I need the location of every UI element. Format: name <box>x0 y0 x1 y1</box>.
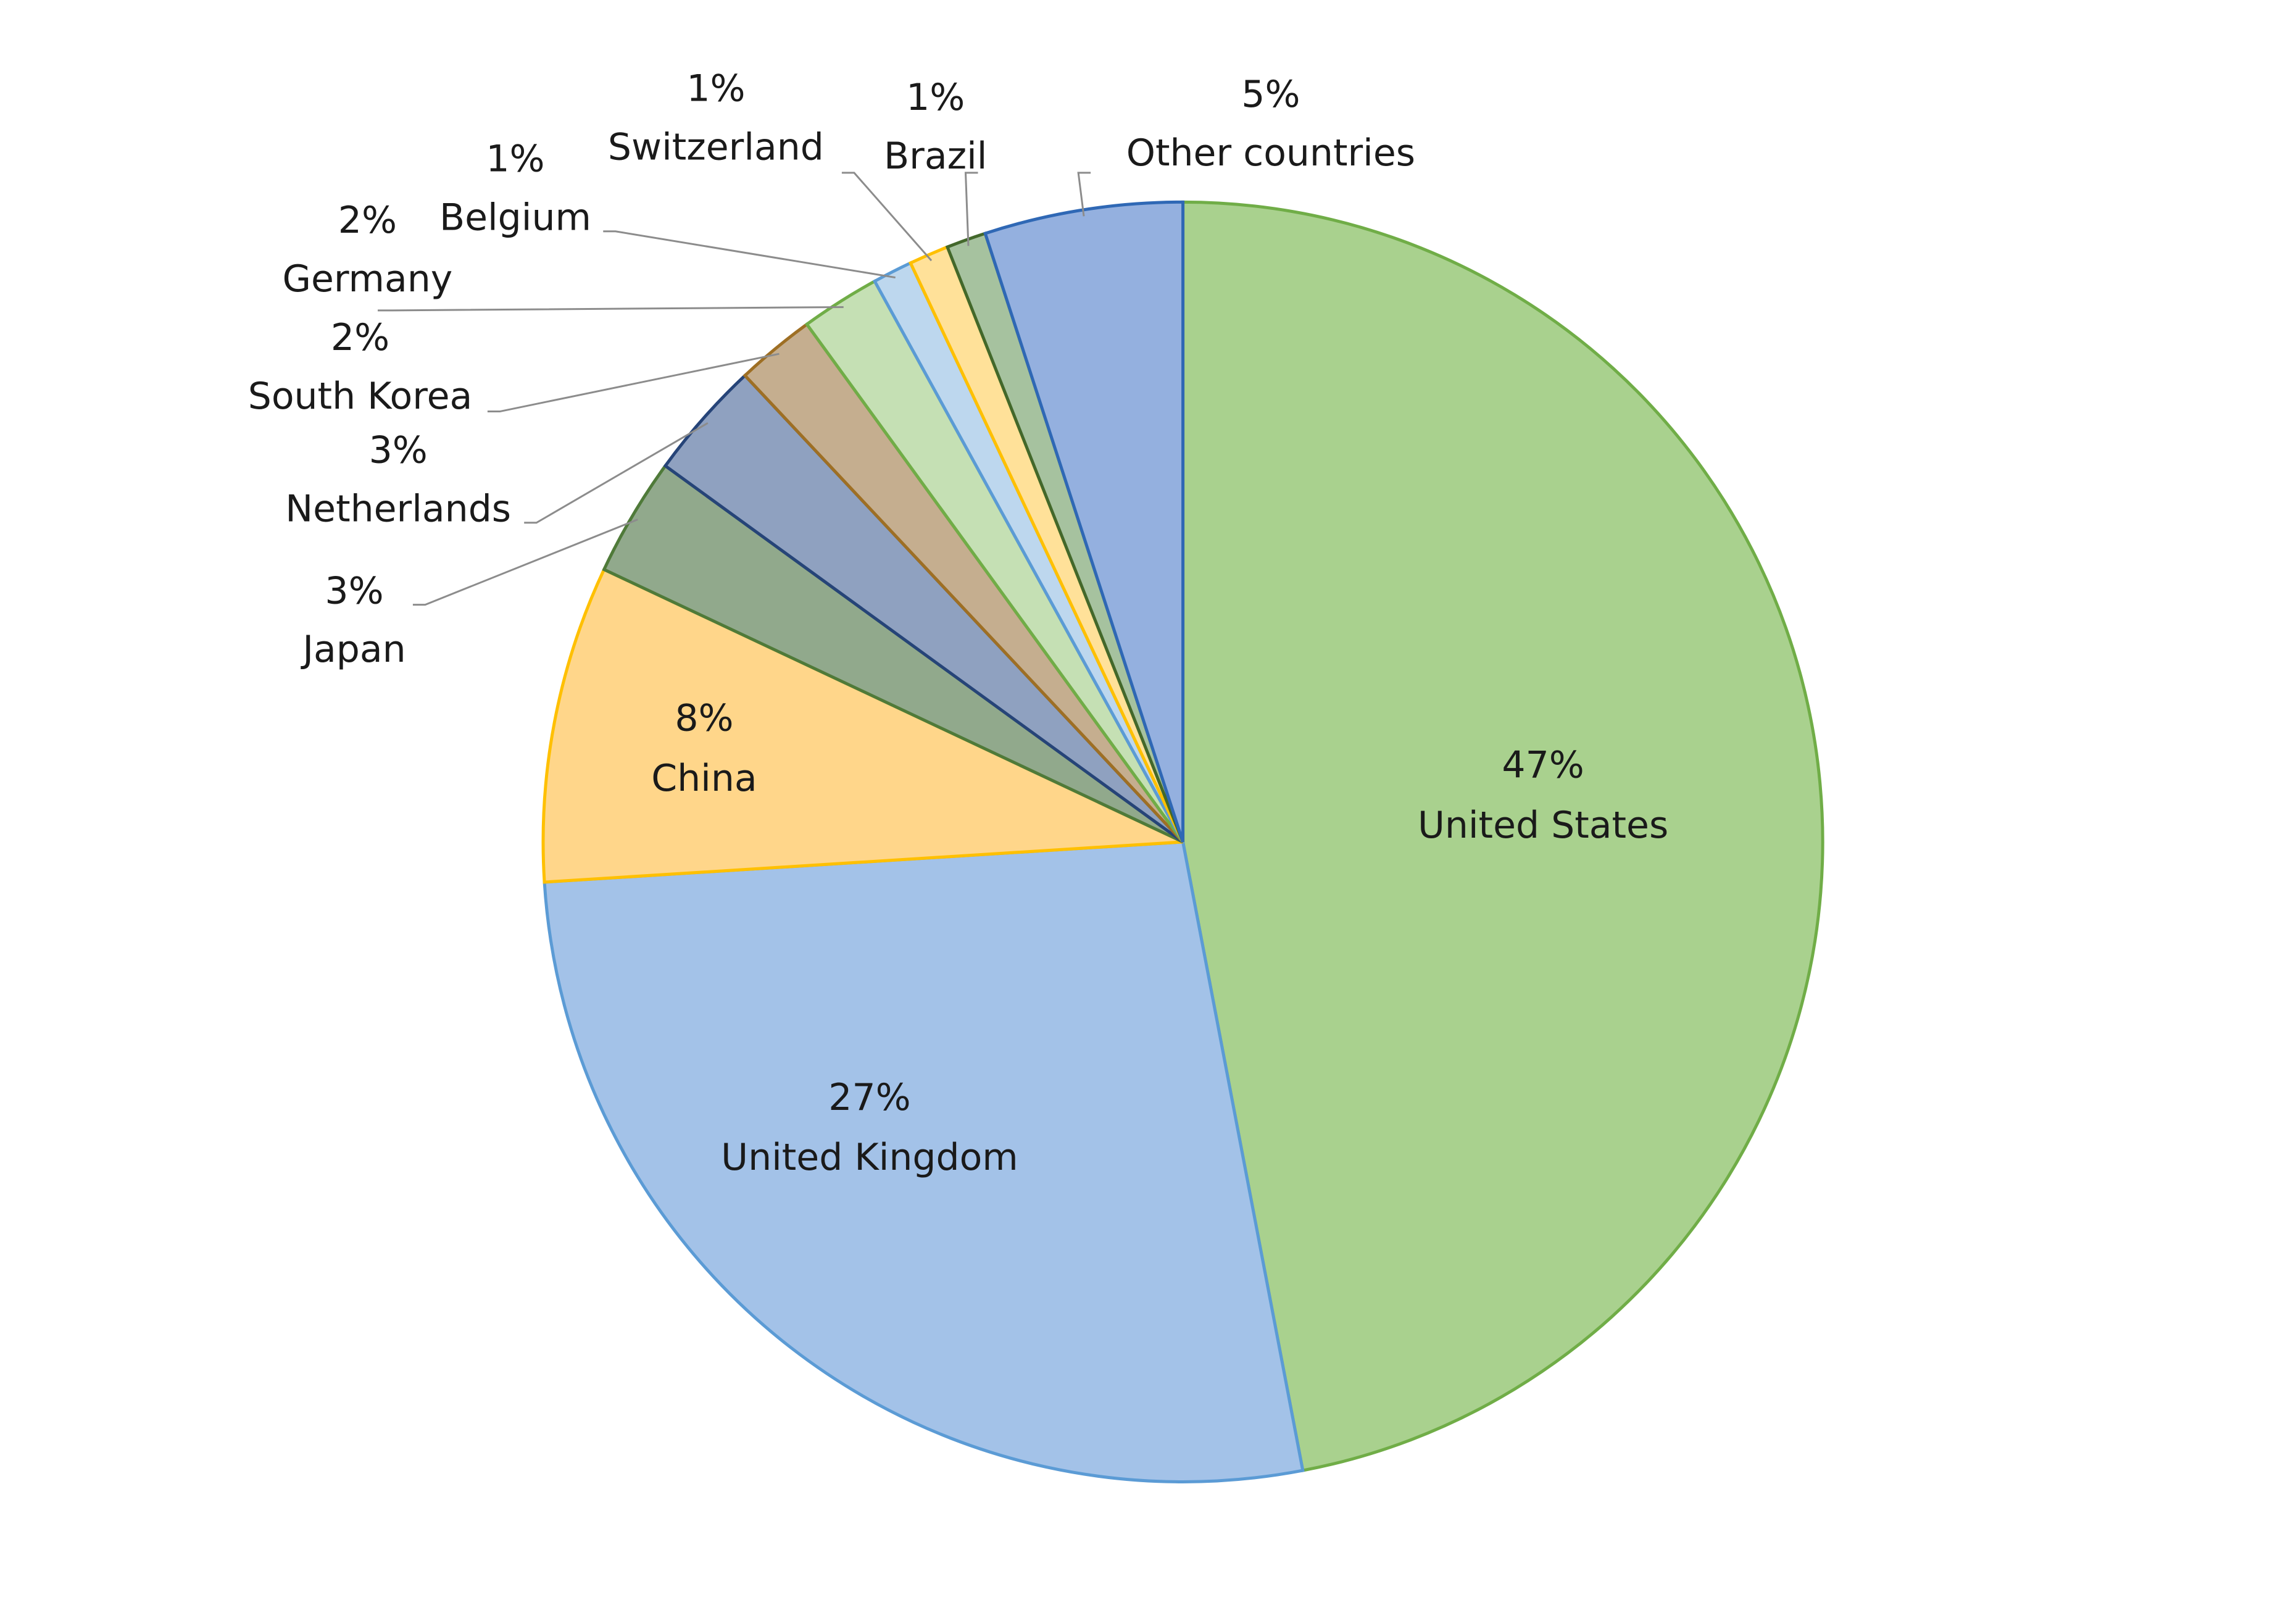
leader-line <box>964 172 978 246</box>
category-label: South Korea <box>248 375 473 418</box>
category-label: Brazil <box>884 135 987 178</box>
pie-slice <box>1181 200 1824 1473</box>
data-label: 1% <box>906 76 965 119</box>
pie-slice <box>543 840 1305 1483</box>
leader-line <box>603 230 896 279</box>
data-label: 3% <box>369 429 428 472</box>
pie-slice <box>541 567 1184 884</box>
category-label: Germany <box>282 257 452 301</box>
data-label: 1% <box>486 138 544 181</box>
data-label: 27% <box>828 1076 910 1119</box>
category-label: Other countries <box>1126 131 1415 175</box>
category-label: United Kingdom <box>721 1136 1018 1179</box>
category-label: United States <box>1418 804 1668 847</box>
category-label: Belgium <box>439 196 591 239</box>
data-label: 47% <box>1502 744 1584 787</box>
data-label: 8% <box>675 697 733 740</box>
leader-line <box>377 306 844 312</box>
category-label: China <box>651 757 757 800</box>
category-label: Japan <box>300 628 406 671</box>
data-label: 5% <box>1241 73 1300 116</box>
data-label: 3% <box>325 569 383 612</box>
data-label: 2% <box>331 316 389 359</box>
category-label: Netherlands <box>285 487 511 530</box>
leader-line <box>524 422 709 524</box>
leader-line <box>1077 172 1091 217</box>
data-label: 1% <box>686 67 745 110</box>
category-label: Switzerland <box>608 126 824 169</box>
leader-line <box>412 519 638 606</box>
data-label: 2% <box>338 199 397 242</box>
leader-line <box>487 352 780 413</box>
leader-line <box>841 172 933 262</box>
